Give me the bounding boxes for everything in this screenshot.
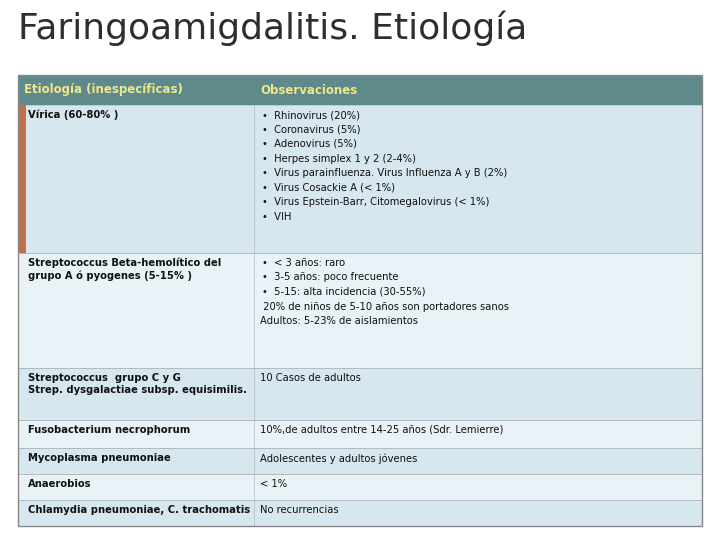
Bar	[18, 75, 702, 526]
Bar	[18, 500, 702, 526]
Text: •  Rhinovirus (20%): • Rhinovirus (20%)	[262, 110, 360, 120]
Text: Mycoplasma pneumoniae: Mycoplasma pneumoniae	[28, 453, 171, 463]
Text: •  < 3 años: raro: • < 3 años: raro	[262, 258, 345, 268]
Text: 10 Casos de adultos: 10 Casos de adultos	[260, 373, 361, 383]
Text: 10%,de adultos entre 14-25 años (Sdr. Lemierre): 10%,de adultos entre 14-25 años (Sdr. Le…	[260, 425, 503, 435]
Bar	[18, 105, 26, 253]
Text: Anaerobios: Anaerobios	[28, 479, 91, 489]
Text: Adolescentes y adultos jóvenes: Adolescentes y adultos jóvenes	[260, 453, 418, 463]
Text: •  Virus parainfluenza. Virus Influenza A y B (2%): • Virus parainfluenza. Virus Influenza A…	[262, 168, 507, 178]
Bar	[18, 368, 702, 420]
Text: Observaciones: Observaciones	[260, 84, 357, 97]
Bar	[18, 105, 702, 253]
Text: •  Adenovirus (5%): • Adenovirus (5%)	[262, 139, 357, 149]
Text: •  VIH: • VIH	[262, 212, 292, 221]
Text: Vírica (60-80% ): Vírica (60-80% )	[28, 110, 118, 120]
Bar	[18, 448, 702, 474]
Text: Streptococcus  grupo C y G
Strep. dysgalactiae subsp. equisimilis.: Streptococcus grupo C y G Strep. dysgala…	[28, 373, 247, 395]
Text: < 1%: < 1%	[260, 479, 287, 489]
Text: Streptococcus Beta-hemolítico del
grupo A ó pyogenes (5-15% ): Streptococcus Beta-hemolítico del grupo …	[28, 258, 221, 281]
Text: No recurrencias: No recurrencias	[260, 505, 338, 515]
Bar	[18, 420, 702, 448]
Text: Etiología (inespecíficas): Etiología (inespecíficas)	[24, 84, 183, 97]
Text: •  3-5 años: poco frecuente: • 3-5 años: poco frecuente	[262, 273, 398, 282]
Text: •  Virus Epstein-Barr, Citomegalovirus (< 1%): • Virus Epstein-Barr, Citomegalovirus (<…	[262, 197, 490, 207]
Bar	[18, 474, 702, 500]
Text: 20% de niños de 5-10 años son portadores sanos: 20% de niños de 5-10 años son portadores…	[260, 301, 509, 312]
Bar	[18, 253, 702, 368]
Bar	[18, 75, 702, 105]
Text: Faringoamigdalitis. Etiología: Faringoamigdalitis. Etiología	[18, 10, 527, 45]
Text: Fusobacterium necrophorum: Fusobacterium necrophorum	[28, 425, 190, 435]
Text: •  Coronavirus (5%): • Coronavirus (5%)	[262, 125, 361, 134]
Text: Adultos: 5-23% de aislamientos: Adultos: 5-23% de aislamientos	[260, 316, 418, 326]
Text: Chlamydia pneumoniae, C. trachomatis: Chlamydia pneumoniae, C. trachomatis	[28, 505, 250, 515]
Text: •  Virus Cosackie A (< 1%): • Virus Cosackie A (< 1%)	[262, 183, 395, 192]
Text: •  5-15: alta incidencia (30-55%): • 5-15: alta incidencia (30-55%)	[262, 287, 426, 297]
Text: •  Herpes simplex 1 y 2 (2-4%): • Herpes simplex 1 y 2 (2-4%)	[262, 153, 416, 164]
